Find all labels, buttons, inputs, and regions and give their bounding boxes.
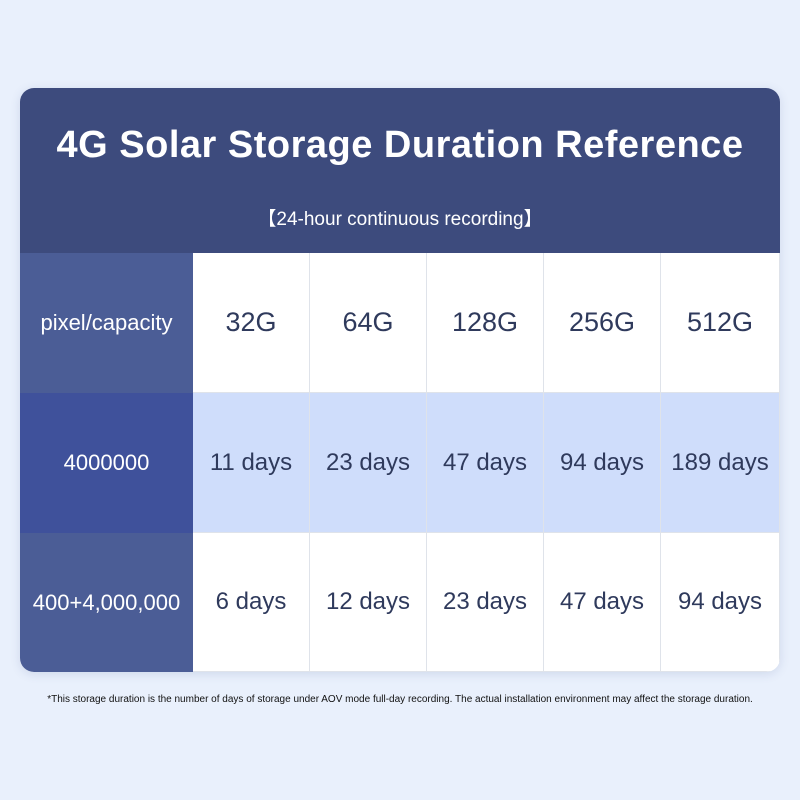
table-cell: 94 days bbox=[544, 393, 661, 533]
table-cell: 11 days bbox=[193, 393, 310, 533]
row-label: 400+4,000,000 bbox=[20, 533, 193, 672]
table-cell: 23 days bbox=[427, 533, 544, 672]
row-label: pixel/capacity bbox=[20, 253, 193, 393]
table-cell: 47 days bbox=[544, 533, 661, 672]
title: 4G Solar Storage Duration Reference bbox=[56, 124, 744, 166]
subtitle: 【24-hour continuous recording】 bbox=[257, 209, 543, 230]
column-header: 128G bbox=[427, 253, 544, 393]
table-card: 4G Solar Storage Duration Reference 【24-… bbox=[20, 88, 780, 672]
table-cell: 94 days bbox=[661, 533, 780, 672]
table-cell: 23 days bbox=[310, 393, 427, 533]
table-cell: 6 days bbox=[193, 533, 310, 672]
table-cell: 12 days bbox=[310, 533, 427, 672]
header: 4G Solar Storage Duration Reference 【24-… bbox=[20, 88, 780, 253]
column-header: 512G bbox=[661, 253, 780, 393]
column-header: 256G bbox=[544, 253, 661, 393]
row-label: 4000000 bbox=[20, 393, 193, 533]
column-header: 32G bbox=[193, 253, 310, 393]
footnote: *This storage duration is the number of … bbox=[47, 694, 753, 705]
table-cell: 189 days bbox=[661, 393, 780, 533]
table-cell: 47 days bbox=[427, 393, 544, 533]
column-header: 64G bbox=[310, 253, 427, 393]
